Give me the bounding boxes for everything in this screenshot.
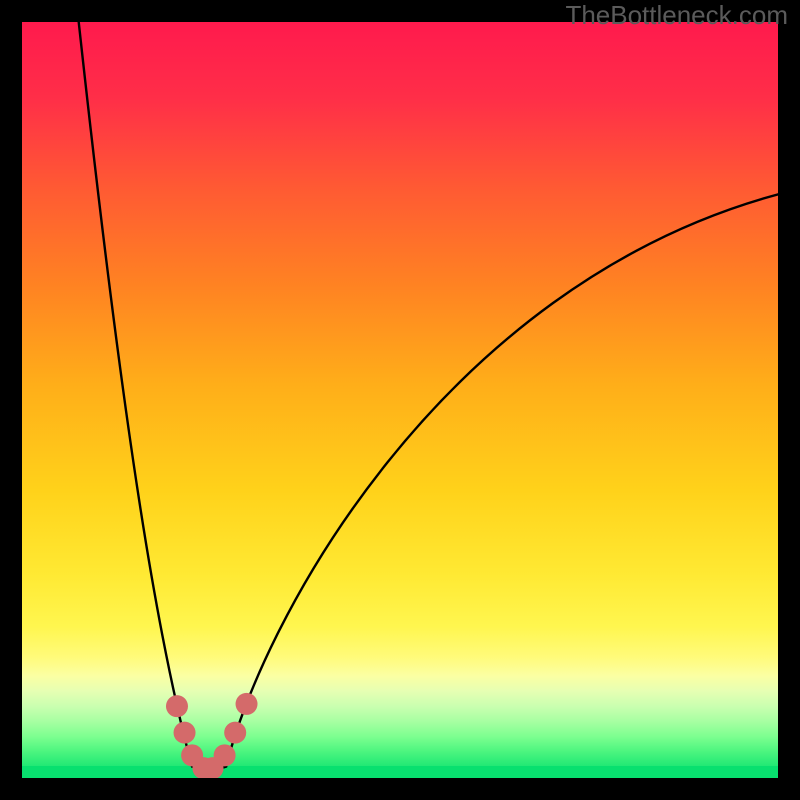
v-curve [79,22,778,770]
curve-layer [22,22,778,778]
marker-dot [224,722,246,744]
marker-group [166,693,258,778]
marker-dot [214,744,236,766]
plot-area [22,22,778,778]
chart-root: TheBottleneck.com [0,0,800,800]
marker-dot [174,722,196,744]
attribution-text: TheBottleneck.com [565,0,788,31]
marker-dot [236,693,258,715]
marker-dot [166,695,188,717]
